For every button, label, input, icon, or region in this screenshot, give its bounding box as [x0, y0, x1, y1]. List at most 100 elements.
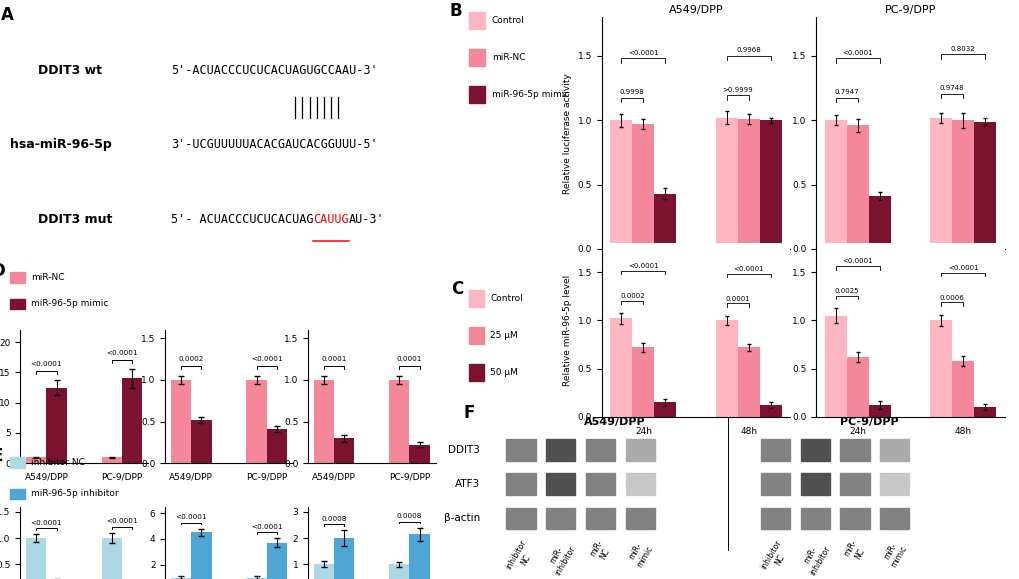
Text: miR-
NC: miR- NC	[842, 539, 867, 564]
Bar	[929, 320, 951, 417]
Text: miR-
NC: miR- NC	[587, 539, 612, 564]
Bar	[846, 357, 868, 417]
Text: <0.0001: <0.0001	[733, 266, 763, 272]
Bar	[469, 290, 483, 307]
Bar	[760, 473, 790, 495]
Text: 0.9748: 0.9748	[938, 86, 964, 91]
Y-axis label: Relative miR-96-5p level: Relative miR-96-5p level	[562, 274, 572, 386]
Bar	[469, 12, 485, 29]
Bar	[632, 347, 654, 417]
Bar	[314, 565, 334, 579]
Text: <0.0001: <0.0001	[106, 518, 138, 525]
Bar	[715, 320, 737, 417]
Bar	[840, 508, 869, 529]
Text: 0.0008: 0.0008	[396, 513, 422, 519]
Bar	[102, 457, 121, 463]
Bar	[469, 327, 483, 344]
Bar	[800, 508, 829, 529]
Bar	[10, 272, 24, 283]
Text: 5'-ACUACCCUCUCACUAGUGCCAAU-3': 5'-ACUACCCUCUCACUAGUGCCAAU-3'	[171, 64, 377, 76]
Bar	[266, 429, 286, 463]
Text: <0.0001: <0.0001	[31, 519, 62, 526]
Title: A549/DPP: A549/DPP	[668, 5, 722, 15]
Text: 3'-UCGUUUUUACACGAUCACGGUUU-5': 3'-UCGUUUUUACACGAUCACGGUUU-5'	[171, 138, 377, 151]
Bar	[625, 508, 654, 529]
Text: PC-9/DPP: PC-9/DPP	[840, 417, 898, 427]
Text: miR-NC: miR-NC	[31, 273, 64, 282]
Bar	[314, 380, 334, 463]
Text: F: F	[464, 404, 475, 422]
Bar	[823, 316, 846, 417]
Text: miR-96-5p mimic: miR-96-5p mimic	[491, 90, 569, 99]
Text: 0.9968: 0.9968	[736, 47, 760, 53]
Text: miR-
inhibitor: miR- inhibitor	[544, 539, 577, 577]
Text: ATF3: ATF3	[454, 479, 479, 489]
Bar	[334, 538, 354, 579]
Text: miR-
mimic: miR- mimic	[626, 539, 654, 569]
Bar	[26, 457, 47, 463]
Text: <0.0001: <0.0001	[947, 265, 977, 271]
Bar	[545, 439, 575, 461]
Text: <0.0001: <0.0001	[842, 50, 872, 56]
Text: miR-96-5p mimic: miR-96-5p mimic	[31, 299, 108, 308]
Title: PC-9/DPP: PC-9/DPP	[883, 5, 935, 15]
Text: Control: Control	[491, 16, 524, 25]
Bar	[715, 118, 737, 249]
Text: 0.0001: 0.0001	[321, 357, 346, 362]
Text: 0.8032: 0.8032	[950, 46, 974, 52]
Bar	[868, 196, 890, 249]
Bar	[868, 405, 890, 417]
Text: E: E	[0, 447, 3, 465]
Text: 0.0002: 0.0002	[178, 357, 204, 362]
Text: <0.0001: <0.0001	[842, 258, 872, 265]
Bar	[10, 299, 24, 309]
Text: AU-3': AU-3'	[348, 213, 384, 226]
Text: 5'- ACUACCCUCUCACUAG: 5'- ACUACCCUCUCACUAG	[171, 213, 313, 226]
Text: 0.0008: 0.0008	[321, 516, 346, 522]
Bar	[389, 380, 409, 463]
Bar	[879, 473, 909, 495]
Bar	[929, 118, 951, 249]
Bar	[247, 380, 266, 463]
Text: <0.0001: <0.0001	[106, 350, 138, 356]
Bar	[585, 508, 614, 529]
Bar	[505, 439, 535, 461]
Text: miR-
inhibitor: miR- inhibitor	[798, 539, 830, 577]
Text: D: D	[0, 262, 5, 280]
Text: 0.0006: 0.0006	[938, 295, 964, 301]
Text: <0.0001: <0.0001	[251, 524, 282, 530]
Bar	[171, 380, 192, 463]
Bar	[951, 361, 973, 417]
Bar	[973, 407, 996, 417]
Bar	[409, 534, 429, 579]
Text: 0.0002: 0.0002	[620, 293, 644, 299]
Text: B: B	[449, 2, 462, 20]
Bar	[121, 379, 142, 463]
Bar	[800, 473, 829, 495]
Bar	[10, 489, 24, 499]
Bar	[585, 439, 614, 461]
Bar	[737, 347, 759, 417]
Text: <0.0001: <0.0001	[175, 514, 207, 520]
Text: <0.0001: <0.0001	[628, 50, 658, 56]
Bar	[625, 439, 654, 461]
Bar	[334, 438, 354, 463]
Bar	[469, 49, 485, 66]
Bar	[609, 318, 632, 417]
Bar	[879, 508, 909, 529]
Text: inhibitor
NC: inhibitor NC	[504, 539, 537, 577]
Text: A549/DPP: A549/DPP	[584, 417, 645, 427]
Bar	[409, 445, 429, 463]
Bar	[10, 457, 24, 468]
Bar	[654, 193, 676, 249]
Text: A: A	[1, 6, 14, 24]
Bar	[760, 508, 790, 529]
Text: miR-NC: miR-NC	[491, 53, 525, 62]
Bar	[654, 402, 676, 417]
Bar	[609, 120, 632, 249]
Text: <0.0001: <0.0001	[251, 357, 282, 362]
Bar	[266, 543, 286, 579]
Bar	[505, 508, 535, 529]
Bar	[247, 578, 266, 579]
Bar	[840, 473, 869, 495]
